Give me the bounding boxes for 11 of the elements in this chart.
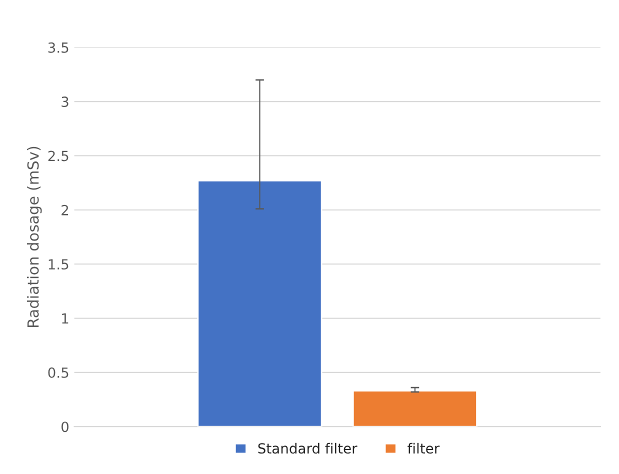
- y-tick-label: 2: [62, 204, 68, 216]
- y-tick-label: 1.5: [48, 259, 68, 270]
- y-tick-label: 3.5: [48, 42, 68, 53]
- y-tick-label: 0: [62, 422, 68, 432]
- y-tick-label: 3: [62, 96, 68, 108]
- legend-label: Standard filter: [258, 442, 358, 454]
- y-tick-label: 1: [62, 313, 68, 324]
- y-tick-label: 0.5: [48, 367, 68, 378]
- y-tick-label: 2.5: [48, 150, 68, 162]
- legend-label: filter: [408, 442, 440, 454]
- y-axis-title: Radiation dosage (mSv): [26, 146, 42, 327]
